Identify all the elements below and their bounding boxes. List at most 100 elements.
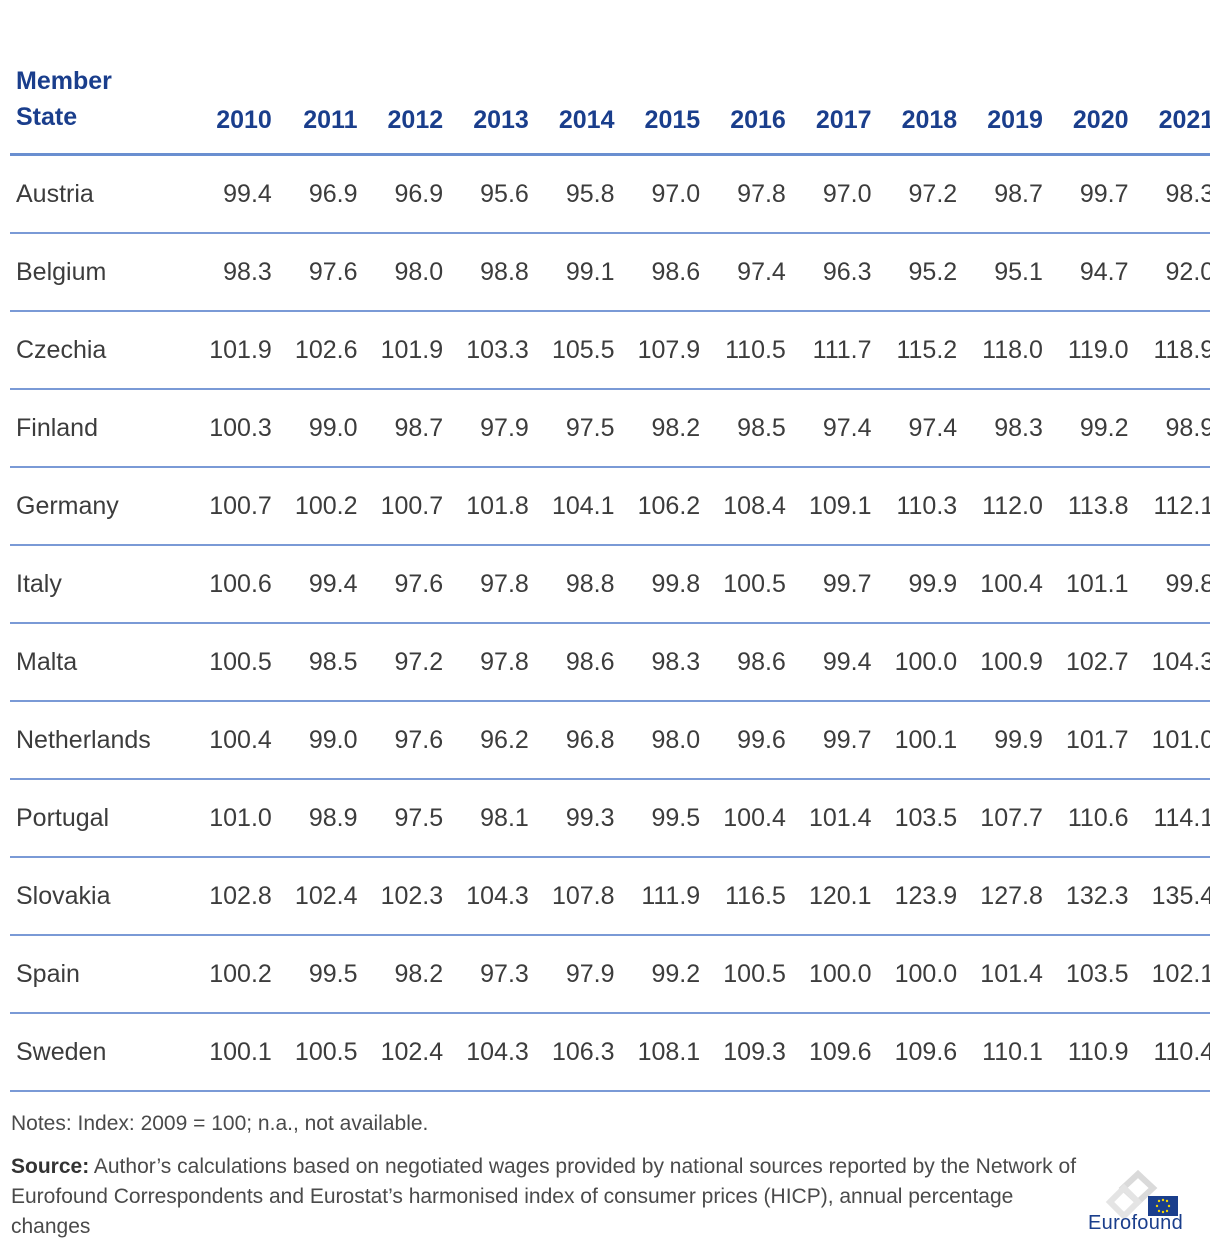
country-cell: Malta — [10, 623, 187, 702]
value-cell: 104.3 — [443, 857, 529, 936]
value-cell: 107.9 — [614, 311, 701, 390]
value-cell: 100.2 — [186, 935, 272, 1014]
value-cell: 118.9 — [1128, 311, 1210, 390]
value-cell: 100.4 — [186, 701, 272, 780]
value-cell: 100.1 — [186, 1013, 272, 1092]
wage-index-table: Member State 2010 2011 2012 2013 2014 2015 2016… — [10, 40, 1210, 1092]
year-header: 2010 — [186, 40, 272, 156]
value-cell: 100.0 — [785, 935, 872, 1014]
year-header: 2017 — [785, 40, 872, 156]
value-cell: 100.4 — [700, 779, 786, 858]
value-cell: 110.9 — [1042, 1013, 1129, 1092]
year-header: 2012 — [357, 40, 444, 156]
value-cell: 111.9 — [614, 857, 701, 936]
value-cell: 101.0 — [1128, 701, 1210, 780]
value-cell: 101.7 — [1042, 701, 1129, 780]
value-cell: 101.9 — [186, 311, 272, 390]
table-row: Finland 100.3 99.0 98.7 97.9 97.5 98.2 98.5 97.4… — [10, 389, 1210, 468]
value-cell: 99.4 — [271, 545, 358, 624]
value-cell: 100.7 — [357, 467, 444, 546]
eurofound-logo-text: Eurofound — [1088, 1212, 1183, 1234]
value-cell: 95.8 — [528, 154, 615, 234]
value-cell: 95.6 — [443, 154, 529, 234]
value-cell: 96.2 — [443, 701, 529, 780]
value-cell: 98.5 — [700, 389, 786, 468]
value-cell: 98.6 — [614, 233, 701, 312]
value-cell: 99.9 — [957, 701, 1043, 780]
value-cell: 110.4 — [1128, 1013, 1210, 1092]
value-cell: 97.0 — [785, 154, 872, 234]
data-table-container: Member State 2010 2011 2012 2013 2014 2015 2016… — [10, 40, 1210, 1092]
value-cell: 99.0 — [271, 389, 358, 468]
value-cell: 109.6 — [871, 1013, 958, 1092]
value-cell: 110.3 — [871, 467, 958, 546]
value-cell: 119.0 — [1042, 311, 1129, 390]
source-note: Source: Author’s calculations based on n… — [11, 1152, 1081, 1242]
value-cell: 92.0 — [1128, 233, 1210, 312]
value-cell: 97.5 — [528, 389, 615, 468]
value-cell: 98.3 — [1128, 154, 1210, 234]
value-cell: 109.3 — [700, 1013, 786, 1092]
value-cell: 132.3 — [1042, 857, 1129, 936]
value-cell: 98.3 — [186, 233, 272, 312]
value-cell: 118.0 — [957, 311, 1043, 390]
value-cell: 102.7 — [1042, 623, 1129, 702]
table-row: Germany 100.7 100.2 100.7 101.8 104.1 106.2 108… — [10, 467, 1210, 546]
value-cell: 111.7 — [785, 311, 872, 390]
value-cell: 102.3 — [357, 857, 444, 936]
table-notes: Notes: Index: 2009 = 100; n.a., not avai… — [11, 1112, 429, 1135]
value-cell: 100.0 — [871, 623, 958, 702]
value-cell: 97.6 — [357, 545, 444, 624]
value-cell: 100.4 — [957, 545, 1043, 624]
value-cell: 101.1 — [1042, 545, 1129, 624]
value-cell: 104.3 — [443, 1013, 529, 1092]
value-cell: 100.0 — [871, 935, 958, 1014]
value-cell: 98.3 — [957, 389, 1043, 468]
value-cell: 101.8 — [443, 467, 529, 546]
value-cell: 96.9 — [271, 154, 358, 234]
value-cell: 99.8 — [614, 545, 701, 624]
value-cell: 97.8 — [700, 154, 786, 234]
value-cell: 103.3 — [443, 311, 529, 390]
value-cell: 104.1 — [528, 467, 615, 546]
value-cell: 99.4 — [186, 154, 272, 234]
value-cell: 98.0 — [357, 233, 444, 312]
value-cell: 103.5 — [1042, 935, 1129, 1014]
value-cell: 101.4 — [957, 935, 1043, 1014]
year-header: 2021 — [1128, 40, 1210, 156]
value-cell: 99.7 — [785, 701, 872, 780]
value-cell: 98.2 — [614, 389, 701, 468]
value-cell: 98.8 — [528, 545, 615, 624]
value-cell: 99.3 — [528, 779, 615, 858]
value-cell: 98.9 — [1128, 389, 1210, 468]
value-cell: 110.6 — [1042, 779, 1129, 858]
table-row: Czechia 101.9 102.6 101.9 103.3 105.5 107.9 110… — [10, 311, 1210, 390]
table-row: Malta 100.5 98.5 97.2 97.8 98.6 98.3 98.6 99.4 10… — [10, 623, 1210, 702]
value-cell: 102.4 — [271, 857, 358, 936]
value-cell: 107.8 — [528, 857, 615, 936]
value-cell: 99.2 — [614, 935, 701, 1014]
value-cell: 97.2 — [871, 154, 958, 234]
value-cell: 100.3 — [186, 389, 272, 468]
table-row: Spain 100.2 99.5 98.2 97.3 97.9 99.2 100.5 100.0… — [10, 935, 1210, 1014]
value-cell: 100.5 — [271, 1013, 358, 1092]
value-cell: 97.4 — [871, 389, 958, 468]
year-header: 2018 — [871, 40, 958, 156]
value-cell: 100.7 — [186, 467, 272, 546]
table-row: Austria 99.4 96.9 96.9 95.6 95.8 97.0 97.8 97.0 9… — [10, 154, 1210, 234]
value-cell: 95.2 — [871, 233, 958, 312]
country-cell: Slovakia — [10, 857, 187, 936]
value-cell: 98.3 — [614, 623, 701, 702]
table-body: Austria 99.4 96.9 96.9 95.6 95.8 97.0 97.8 97.0 9… — [10, 154, 1210, 1092]
value-cell: 98.8 — [443, 233, 529, 312]
value-cell: 127.8 — [957, 857, 1043, 936]
table-header: Member State 2010 2011 2012 2013 2014 2015 2016… — [10, 40, 1210, 156]
year-header: 2014 — [528, 40, 615, 156]
value-cell: 110.5 — [700, 311, 786, 390]
value-cell: 99.7 — [785, 545, 872, 624]
value-cell: 96.8 — [528, 701, 615, 780]
value-cell: 113.8 — [1042, 467, 1129, 546]
value-cell: 123.9 — [871, 857, 958, 936]
value-cell: 99.5 — [614, 779, 701, 858]
value-cell: 107.7 — [957, 779, 1043, 858]
